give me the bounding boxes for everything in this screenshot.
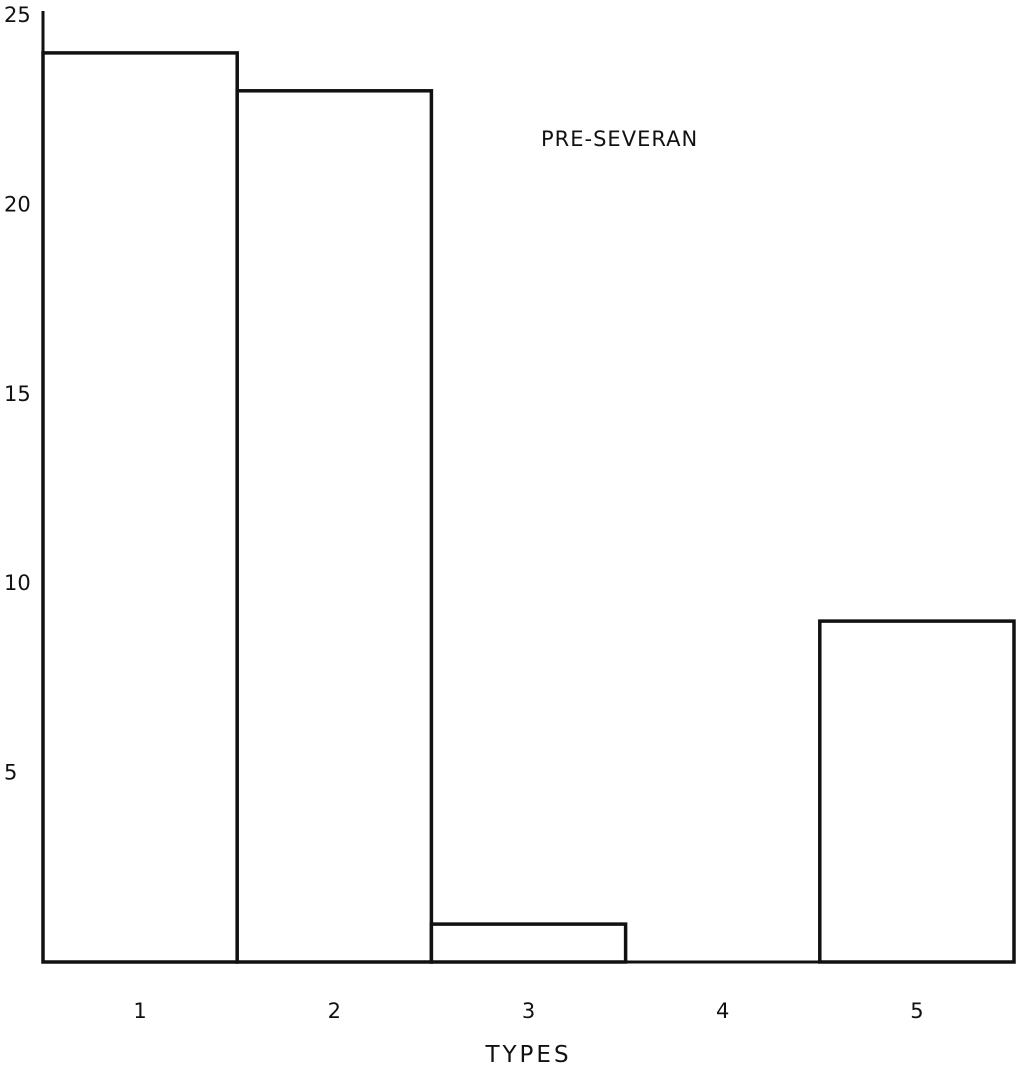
x-tick-label: 2 — [328, 999, 341, 1023]
y-tick-labels: 5 10 15 20 25 — [4, 3, 31, 785]
y-tick-label: 15 — [4, 382, 31, 406]
chart-annotation: PRE-SEVERAN — [541, 127, 698, 151]
x-tick-label: 1 — [133, 999, 146, 1023]
bar-type-5 — [818, 619, 1016, 964]
y-tick-label: 10 — [4, 571, 31, 595]
x-tick-label: 4 — [716, 999, 729, 1023]
bar-type-1 — [41, 51, 239, 964]
x-axis-title: TYPES — [484, 1042, 571, 1068]
x-tick-labels: 1 2 3 4 5 — [133, 999, 923, 1023]
bars-group — [41, 51, 1016, 964]
y-tick-label: 25 — [4, 3, 31, 27]
x-tick-label: 5 — [910, 999, 923, 1023]
x-tick-label: 3 — [522, 999, 535, 1023]
y-tick-label: 20 — [4, 192, 31, 216]
bar-type-3 — [429, 922, 628, 964]
y-tick-label: 5 — [4, 761, 17, 785]
bar-type-2 — [235, 89, 434, 964]
